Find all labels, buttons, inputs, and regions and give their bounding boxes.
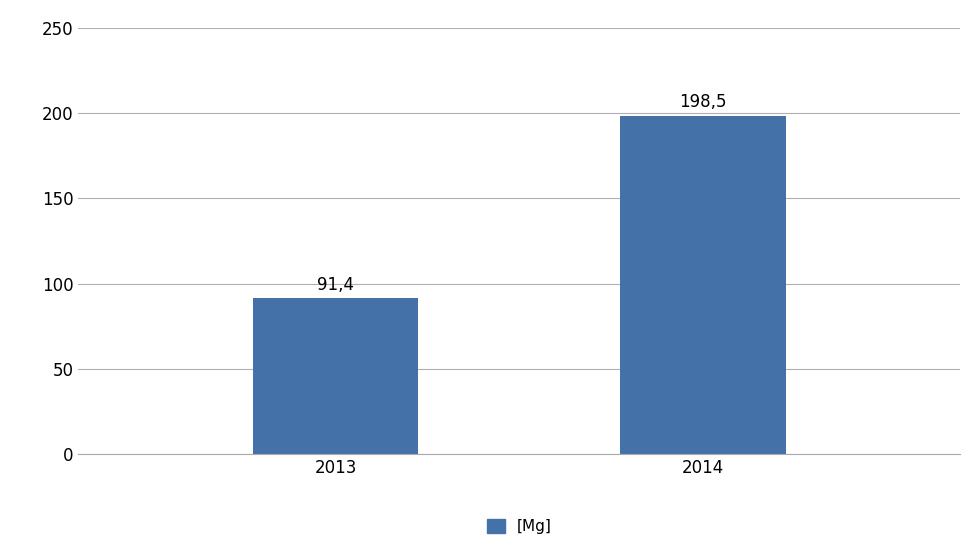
Legend: [Mg]: [Mg] (480, 513, 559, 541)
Text: 198,5: 198,5 (679, 93, 727, 111)
Bar (620, 116, 786, 454)
Text: 91,4: 91,4 (318, 276, 354, 294)
Bar (253, 298, 418, 454)
